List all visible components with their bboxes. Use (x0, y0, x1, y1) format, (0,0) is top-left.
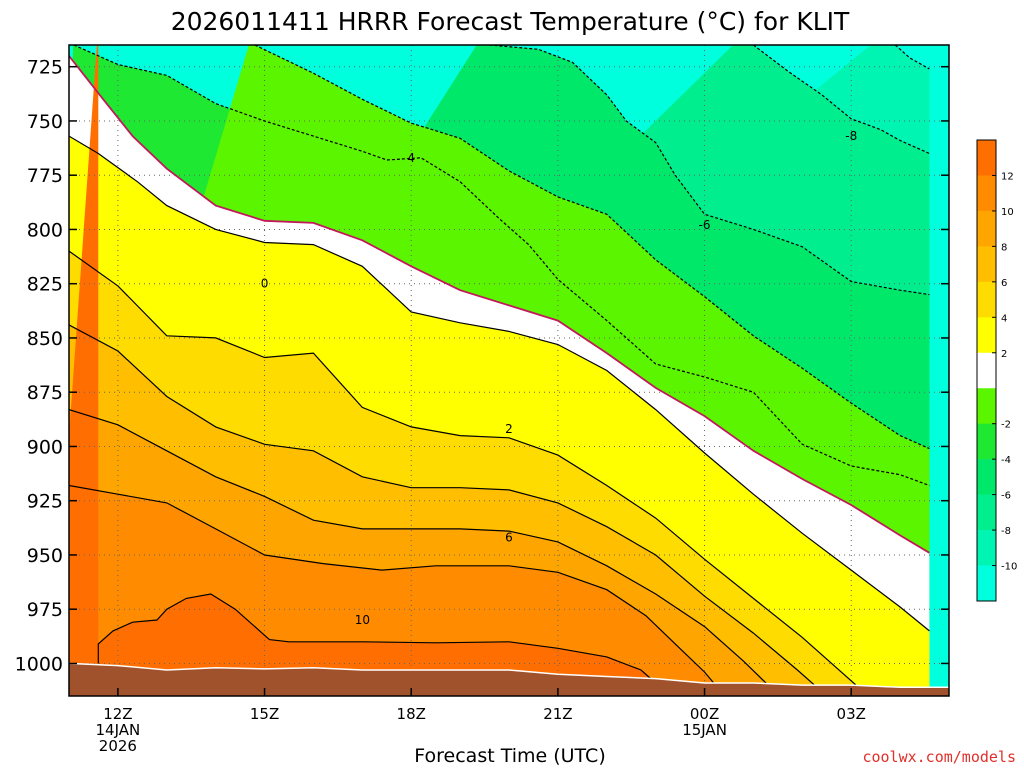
isotherm-minus8 (753, 45, 930, 155)
contour-label-10: 10 (355, 613, 370, 627)
isotherm-10 (69, 484, 720, 690)
y-tick-label-850: 850 (27, 328, 63, 350)
colorbar-segment-12 (977, 565, 996, 602)
colorbar-segment-11 (977, 530, 996, 566)
colorbar-segment-10 (977, 494, 996, 531)
y-tick-label-800: 800 (27, 219, 63, 241)
contour-label-6: 6 (505, 531, 513, 545)
y-axis: 725 750 775 800 825 850 875 900 925 950 975 1000 (15, 57, 949, 675)
y-tick-label-775: 775 (27, 165, 63, 187)
colorbar-segment-9 (977, 459, 996, 495)
x-tick-label-21z: 21Z (543, 705, 572, 723)
terrain-fill (69, 662, 949, 696)
isotherm-minus4 (73, 45, 930, 487)
colorbar-label-2: -6 (1001, 491, 1011, 502)
colorbar-segment-4 (977, 281, 996, 318)
colorbar-label-4: -2 (1001, 420, 1011, 431)
x-tick-label-15jan: 15JAN (682, 721, 727, 739)
y-tick-label-875: 875 (27, 382, 63, 404)
isotherm-minus10 (894, 45, 930, 70)
colorbar-label-3: -4 (1001, 455, 1011, 466)
colorbar-segment-5 (977, 317, 996, 354)
colorbar-segment-0 (977, 140, 996, 176)
isotherm-minus6 (489, 45, 930, 296)
contour-label-minus8: -8 (845, 129, 857, 143)
contour-labels: 0 2 4 6 10 -6 -8 (261, 129, 857, 627)
y-tick-label-1000: 1000 (15, 653, 63, 675)
x-tick-label-03z: 03Z (837, 705, 866, 723)
temperature-fills (69, 45, 949, 696)
terrain-ground (69, 662, 949, 696)
colorbar-segment-2 (977, 210, 996, 247)
colorbar-label-0: -10 (1001, 562, 1017, 573)
colorbar-label-5: 2 (1001, 349, 1007, 360)
x-tick-label-15z: 15Z (250, 705, 279, 723)
isotherm-4 (69, 250, 862, 690)
y-tick-label-900: 900 (27, 436, 63, 458)
y-tick-label-925: 925 (27, 491, 63, 513)
x-tick-label-00z: 00Z (690, 705, 719, 723)
colorbar-frame (976, 139, 997, 602)
band-fill-12 (69, 45, 656, 696)
x-tick-label-12z: 12Z (103, 705, 132, 723)
y-tick-label-825: 825 (27, 274, 63, 296)
y-tick-label-950: 950 (27, 545, 63, 567)
plot-frame (68, 44, 950, 697)
y-tick-label-975: 975 (27, 599, 63, 621)
colorbar-segment-6 (977, 352, 996, 389)
colorbar-segment-8 (977, 423, 996, 460)
isotherm-12 (97, 593, 657, 684)
isotherm-6 (69, 324, 818, 688)
chart-title: 2026011411 HRRR Forecast Temperature (°C… (171, 7, 850, 36)
x-axis-label: Forecast Time (UTC) (414, 745, 605, 767)
colorbar: -10 -8 -6 -4 -2 2 4 6 8 10 12 (976, 139, 1017, 602)
y-tick-label-725: 725 (27, 57, 63, 79)
colorbar-label-6: 4 (1001, 313, 1007, 324)
colorbar-label-9: 10 (1001, 207, 1014, 218)
isotherm-0 (69, 55, 930, 554)
colorbar-label-7: 6 (1001, 278, 1007, 289)
colorbar-label-1: -8 (1001, 526, 1011, 537)
contour-label-0: 0 (261, 277, 269, 291)
y-tick-label-750: 750 (27, 111, 63, 133)
x-tick-label-2026: 2026 (99, 737, 137, 755)
credit-text: coolwx.com/models (862, 748, 1016, 766)
colorbar-segment-3 (977, 246, 996, 283)
colorbar-segment-7 (977, 388, 996, 424)
isotherm-minus2 (254, 45, 930, 450)
x-tick-label-14jan: 14JAN (96, 721, 141, 739)
isotherm-lines (69, 45, 930, 690)
x-tick-label-18z: 18Z (397, 705, 426, 723)
grid-lines (69, 45, 949, 696)
colorbar-label-10: 12 (1001, 171, 1014, 182)
contour-label-2: 2 (505, 422, 513, 436)
isotherm-2 (69, 135, 930, 632)
contour-label-minus6: -6 (699, 218, 711, 232)
contour-label-4: 4 (407, 151, 415, 165)
isotherm-8 (69, 409, 769, 686)
colorbar-label-8: 8 (1001, 242, 1007, 253)
colorbar-segment-1 (977, 175, 996, 212)
